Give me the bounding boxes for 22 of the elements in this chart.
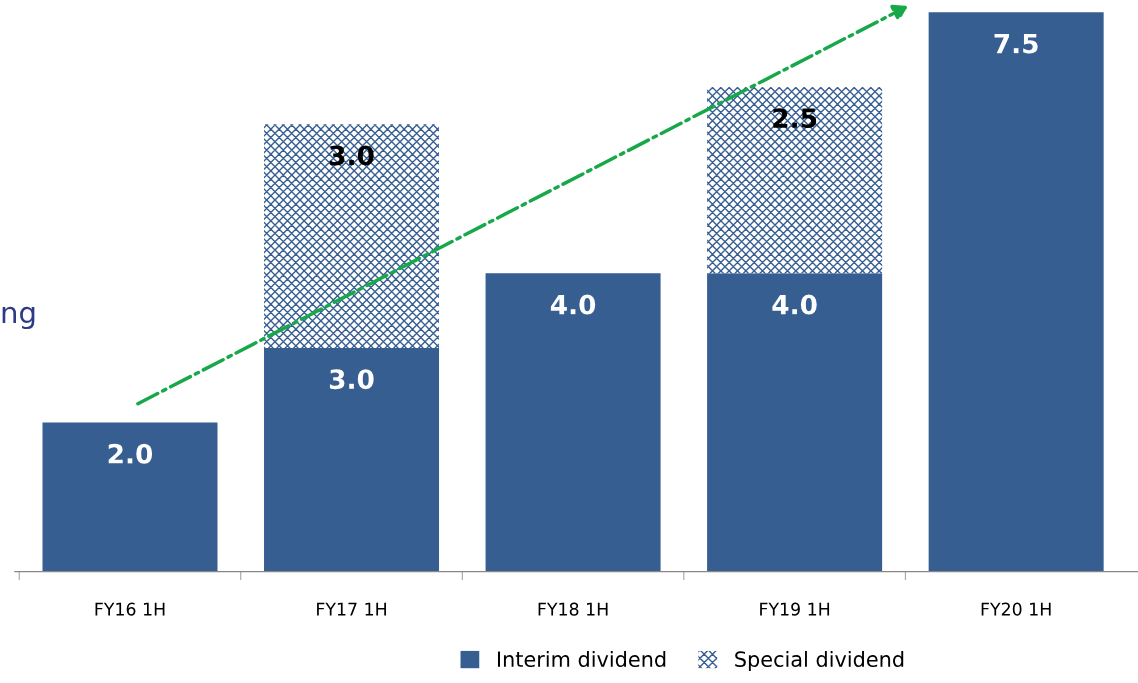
x-tick-label: FY20 1H (981, 602, 1051, 616)
bar (264, 347, 440, 572)
legend-label: Special dividend (735, 650, 904, 672)
data-label: 2.5 (773, 108, 817, 129)
legend-label: Interim dividend (497, 650, 666, 668)
bar (707, 86, 883, 274)
x-tick-label: FY19 1H (760, 602, 830, 616)
bar (485, 273, 661, 572)
bar (928, 12, 1104, 572)
x-tick-label: FY16 1H (95, 602, 165, 616)
data-label: 3.0 (329, 145, 374, 166)
data-label: 4.0 (550, 294, 596, 315)
annotation: ng (2, 306, 35, 330)
data-label: 4.0 (772, 294, 817, 315)
bar (264, 124, 440, 348)
x-tick-label: FY17 1H (317, 602, 386, 616)
data-label: 3.0 (329, 369, 374, 390)
data-label: 2.0 (108, 443, 153, 464)
bar (42, 422, 218, 572)
x-tick-label: FY18 1H (538, 602, 608, 616)
bar (707, 273, 883, 572)
data-label: 7.5 (994, 33, 1038, 54)
